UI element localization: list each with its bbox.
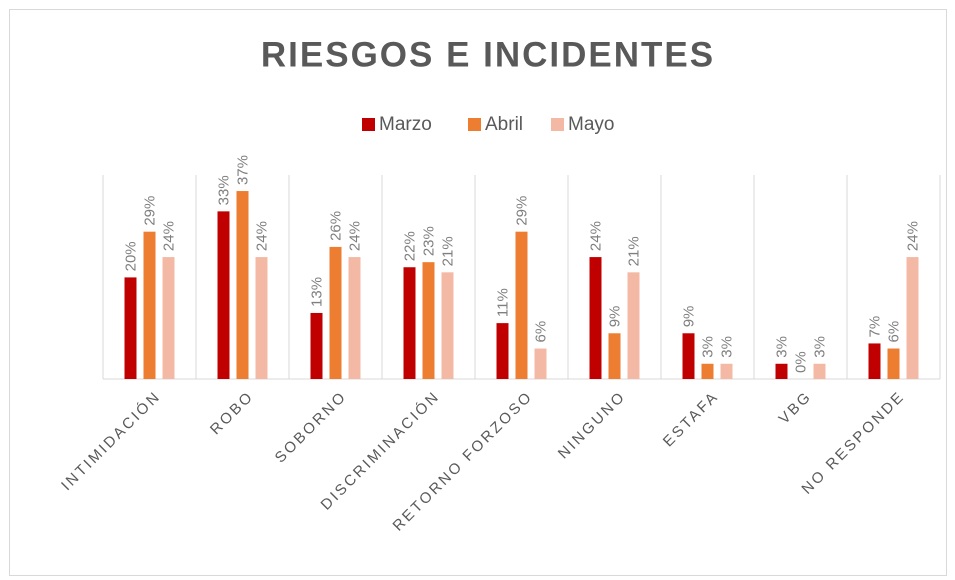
- bar: [255, 257, 268, 379]
- value-label: 21%: [626, 236, 643, 266]
- value-label: 24%: [161, 221, 178, 251]
- value-label: 3%: [700, 336, 717, 358]
- value-label: 9%: [681, 306, 698, 328]
- value-label: 23%: [421, 226, 438, 256]
- value-label: 22%: [402, 231, 419, 261]
- legend-swatch: [362, 118, 375, 131]
- value-label: 20%: [123, 241, 140, 271]
- bar: [515, 231, 528, 379]
- bar: [348, 257, 361, 379]
- value-label: 0%: [793, 351, 810, 373]
- bar: [236, 191, 249, 379]
- value-label: 6%: [533, 321, 550, 343]
- bar: [124, 277, 137, 379]
- bar: [143, 231, 156, 379]
- bar: [813, 363, 826, 379]
- bar: [217, 211, 230, 379]
- value-label: 24%: [347, 221, 364, 251]
- value-label: 3%: [812, 336, 829, 358]
- bar: [422, 262, 435, 379]
- bar: [329, 246, 342, 379]
- value-label: 21%: [440, 236, 457, 266]
- value-label: 9%: [607, 306, 624, 328]
- bar: [868, 343, 881, 379]
- value-label: 13%: [309, 277, 326, 307]
- bar: [608, 333, 621, 379]
- value-label: 3%: [774, 336, 791, 358]
- value-label: 37%: [235, 155, 252, 185]
- value-label: 3%: [719, 336, 736, 358]
- value-label: 29%: [514, 196, 531, 226]
- bar: [906, 257, 919, 379]
- legend-swatch: [468, 118, 481, 131]
- legend-label: Marzo: [379, 114, 432, 135]
- legend-swatch: [551, 118, 564, 131]
- bar: [701, 363, 714, 379]
- bar: [441, 272, 454, 379]
- bar: [682, 333, 695, 379]
- value-label: 24%: [588, 221, 605, 251]
- bar: [162, 257, 175, 379]
- bar: [720, 363, 733, 379]
- value-label: 24%: [905, 221, 922, 251]
- value-label: 24%: [254, 221, 271, 251]
- bar: [403, 267, 416, 379]
- value-label: 7%: [867, 316, 884, 338]
- value-label: 26%: [328, 211, 345, 241]
- bar: [589, 257, 602, 379]
- bar: [310, 312, 323, 379]
- bar: [775, 363, 788, 379]
- legend-label: Abril: [485, 114, 523, 135]
- value-label: 11%: [495, 288, 512, 317]
- value-label: 33%: [216, 175, 233, 205]
- value-label: 6%: [886, 321, 903, 343]
- legend-label: Mayo: [568, 114, 614, 135]
- bar: [496, 323, 509, 379]
- value-label: 29%: [142, 196, 159, 226]
- bar: [887, 348, 900, 379]
- bar: [627, 272, 640, 379]
- chart-title: RIESGOS E INCIDENTES: [261, 35, 715, 74]
- bar: [534, 348, 547, 379]
